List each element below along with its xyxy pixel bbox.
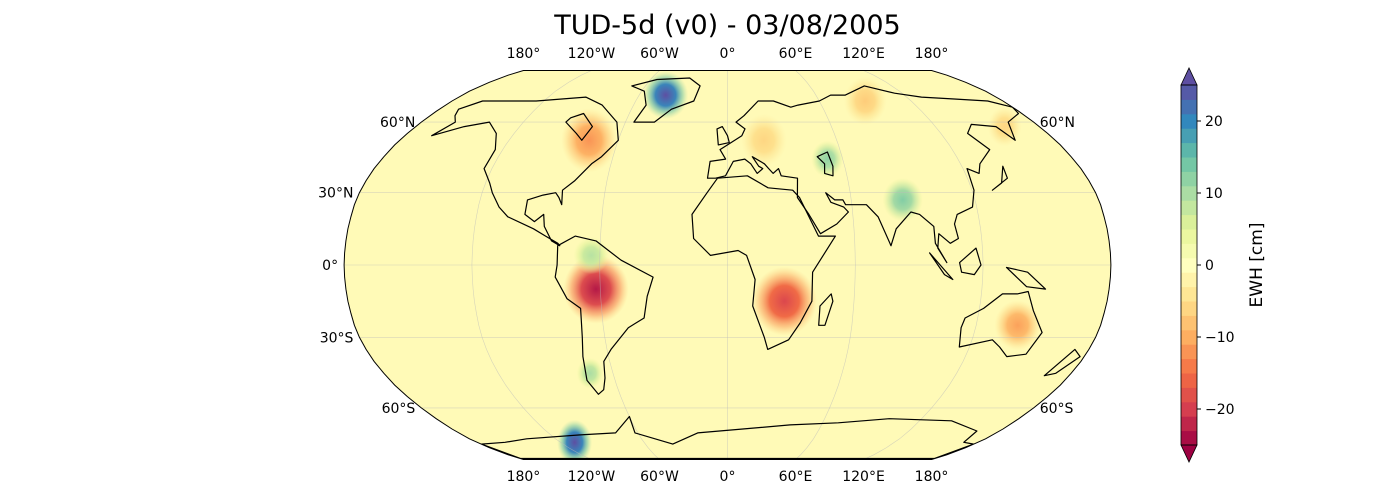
colorbar-band [1181, 272, 1197, 288]
colorbar-band [1181, 416, 1197, 432]
anomaly-northern-australia [994, 300, 1041, 351]
colorbar-tick-label: 0 [1205, 258, 1214, 274]
colorbar-band [1181, 301, 1197, 316]
coastline-new-guinea [1005, 266, 1047, 290]
colorbar-band [1181, 344, 1197, 360]
anomaly-siberia [843, 76, 887, 126]
anomaly-kamchatka [987, 106, 1022, 147]
coastline-antarctica [480, 415, 978, 460]
lon-label-bottom: 60°W [640, 469, 679, 485]
colorbar-label: EWH [cm] [1247, 223, 1267, 308]
lon-label-top: 120°E [842, 46, 885, 62]
lon-label-top: 60°E [779, 46, 813, 62]
lat-label-left: 60°N [380, 115, 415, 131]
coastline-britain [716, 126, 730, 146]
colorbar-band [1181, 430, 1197, 446]
anomaly-southern-africa [751, 266, 817, 336]
colorbar-band [1181, 315, 1197, 331]
lon-label-bottom: 120°E [842, 469, 885, 485]
coastline-madagascar [818, 293, 834, 326]
colorbar-band [1181, 85, 1197, 100]
colorbar-tick-label: 20 [1205, 114, 1223, 130]
lon-label-top: 120°W [568, 46, 616, 62]
colorbar-band [1181, 373, 1197, 388]
chart-title: TUD-5d (v0) - 03/08/2005 [554, 10, 901, 41]
colorbar-band [1181, 185, 1197, 201]
anomaly-caspian [811, 140, 844, 178]
colorbar-band [1181, 171, 1197, 187]
coastline-australia [958, 290, 1043, 358]
colorbar-band [1181, 243, 1197, 259]
lon-label-bottom: 120°W [568, 469, 616, 485]
lat-label-left: 30°N [318, 186, 353, 202]
colorbar-band [1181, 329, 1197, 345]
lat-label-right: 60°S [1040, 401, 1074, 417]
colorbar-band [1181, 200, 1197, 216]
colorbar-band [1181, 214, 1197, 230]
anomaly-amazon [563, 254, 629, 324]
graticule [344, 70, 1111, 460]
coastlines [431, 77, 1081, 460]
map-outline [343, 70, 1112, 460]
coastline-south-america [554, 235, 654, 395]
coastline-sumatra [929, 252, 954, 281]
anomaly-orinoco [573, 236, 610, 275]
colorbar-band [1181, 387, 1197, 403]
coastline-africa [691, 175, 836, 350]
colorbar-band [1181, 229, 1197, 244]
coastline-hudson-bay [565, 112, 593, 141]
colorbar-band [1181, 113, 1197, 129]
colorbar-band [1181, 358, 1197, 374]
anomaly-europe [740, 113, 787, 167]
colorbar-band [1181, 401, 1197, 417]
lon-label-top: 60°W [640, 46, 679, 62]
anomaly-north-india [882, 177, 923, 222]
coastline-japan [991, 165, 1008, 191]
colorbar-tick-label: −20 [1205, 402, 1235, 418]
coastline-north-america [431, 96, 619, 247]
lon-label-bottom: 60°E [779, 469, 813, 485]
map-labels: 180° 180° 120°W 120°W 60°W 60°W 0° 0° 60°E 60°E 12… [318, 46, 1075, 485]
colorbar-band [1181, 128, 1197, 144]
colorbar: 20 10 0 −10 −20 [1180, 67, 1235, 463]
coastline-caspian [816, 151, 834, 177]
colorbar-extend-max [1180, 67, 1198, 86]
colorbar-extend-min [1180, 444, 1198, 463]
colorbar-band [1181, 286, 1197, 302]
coastline-eurasia [706, 85, 1020, 264]
lon-label-top: 180° [915, 46, 949, 62]
coastline-new-zealand [1043, 348, 1081, 377]
colorbar-tick-label: −10 [1205, 330, 1235, 346]
colorbar-tick-label: 10 [1205, 186, 1223, 202]
lon-label-bottom: 180° [915, 469, 949, 485]
coastline-borneo [959, 247, 982, 276]
colorbar-band [1181, 142, 1197, 158]
anomaly-hudson-bay-quebec [561, 108, 618, 173]
colorbar-band [1181, 257, 1197, 273]
lat-label-left: 60°S [382, 401, 416, 417]
anomaly-patagonia [576, 357, 604, 389]
lat-label-left: 30°S [320, 330, 354, 346]
colorbar-band [1181, 157, 1197, 172]
lon-label-top: 180° [507, 46, 541, 62]
colorbar-band [1181, 99, 1197, 115]
lon-label-bottom: 0° [720, 469, 736, 485]
anomaly-west-antarctica [557, 419, 593, 460]
lon-label-bottom: 180° [507, 469, 541, 485]
lon-label-top: 0° [720, 46, 736, 62]
lat-label-left: 0° [322, 258, 338, 274]
lat-label-right: 60°N [1040, 115, 1075, 131]
coastline-greenland [631, 77, 701, 123]
